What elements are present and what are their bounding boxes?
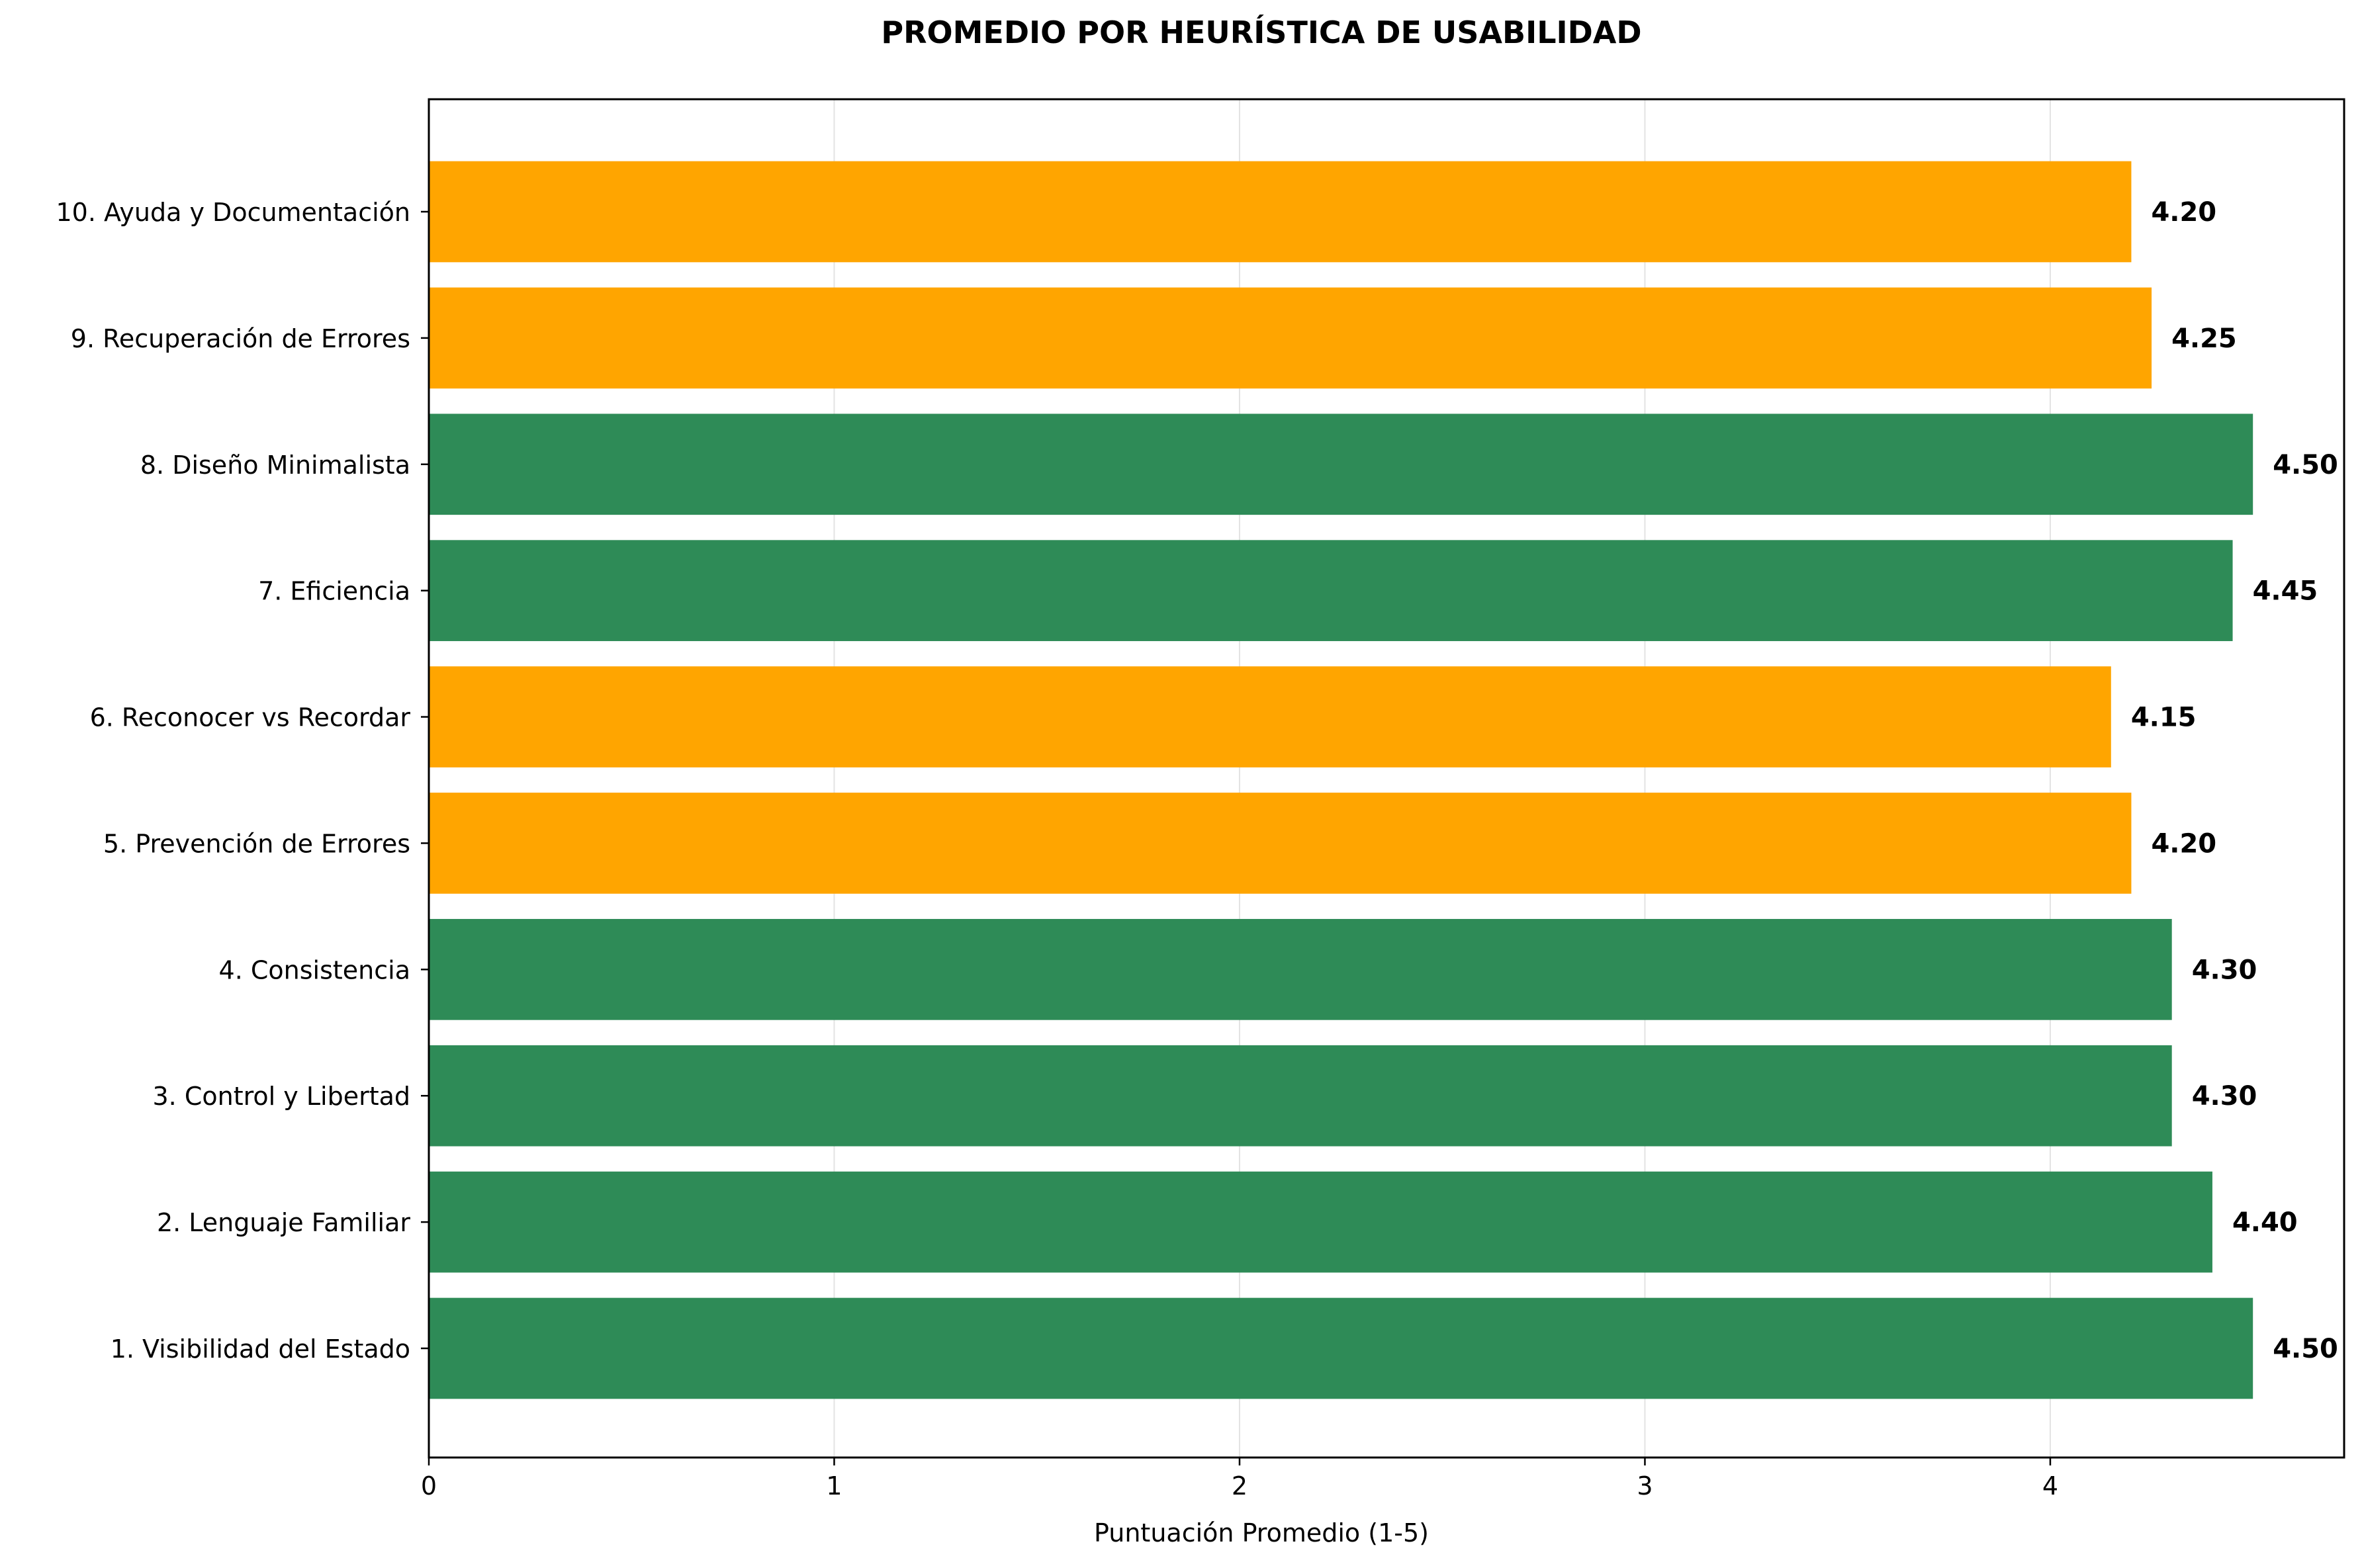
y-tick-label-4: 4. Consistencia <box>219 955 410 984</box>
bar-9 <box>429 287 2152 389</box>
x-tick-label-0: 0 <box>421 1471 437 1501</box>
bar-4 <box>429 918 2172 1020</box>
x-tick-label-4: 4 <box>2042 1471 2058 1501</box>
value-label-6: 4.15 <box>2131 703 2197 733</box>
y-tick-label-6: 6. Reconocer vs Recordar <box>90 703 411 732</box>
bar-10 <box>429 161 2132 263</box>
bar-8 <box>429 414 2253 515</box>
y-tick-label-5: 5. Prevención de Errores <box>103 829 410 858</box>
plot-frame <box>428 98 2345 1459</box>
value-label-10: 4.20 <box>2151 197 2216 228</box>
x-tick-label-2: 2 <box>1232 1471 1248 1501</box>
bar-5 <box>429 793 2132 894</box>
y-tick-label-8: 8. Diseño Minimalista <box>140 451 410 480</box>
y-tick-label-3: 3. Control y Libertad <box>153 1082 411 1111</box>
bar-2 <box>429 1171 2212 1273</box>
bar-6 <box>429 666 2111 767</box>
value-label-1: 4.50 <box>2273 1334 2338 1364</box>
value-label-4: 4.30 <box>2192 955 2257 985</box>
y-tick-label-9: 9. Recuperación de Errores <box>71 324 410 353</box>
y-tick-label-2: 2. Lenguaje Familiar <box>157 1208 410 1237</box>
value-label-2: 4.40 <box>2232 1207 2298 1238</box>
y-tick-label-10: 10. Ayuda y Documentación <box>56 198 411 227</box>
x-axis-label: Puntuación Promedio (1-5) <box>1094 1518 1429 1547</box>
value-label-9: 4.25 <box>2171 324 2237 354</box>
x-tick-label-3: 3 <box>1637 1471 1653 1501</box>
y-tick-label-7: 7. Eficiencia <box>258 577 410 606</box>
value-label-3: 4.30 <box>2192 1081 2257 1111</box>
value-label-5: 4.20 <box>2151 828 2216 859</box>
x-tick-label-1: 1 <box>826 1471 842 1501</box>
bar-1 <box>429 1297 2253 1399</box>
value-label-8: 4.50 <box>2273 450 2338 480</box>
chart-title: PROMEDIO POR HEURÍSTICA DE USABILIDAD <box>881 15 1641 50</box>
bar-3 <box>429 1045 2172 1147</box>
value-label-7: 4.45 <box>2253 576 2318 607</box>
bar-7 <box>429 540 2233 642</box>
y-tick-label-1: 1. Visibilidad del Estado <box>111 1334 410 1364</box>
